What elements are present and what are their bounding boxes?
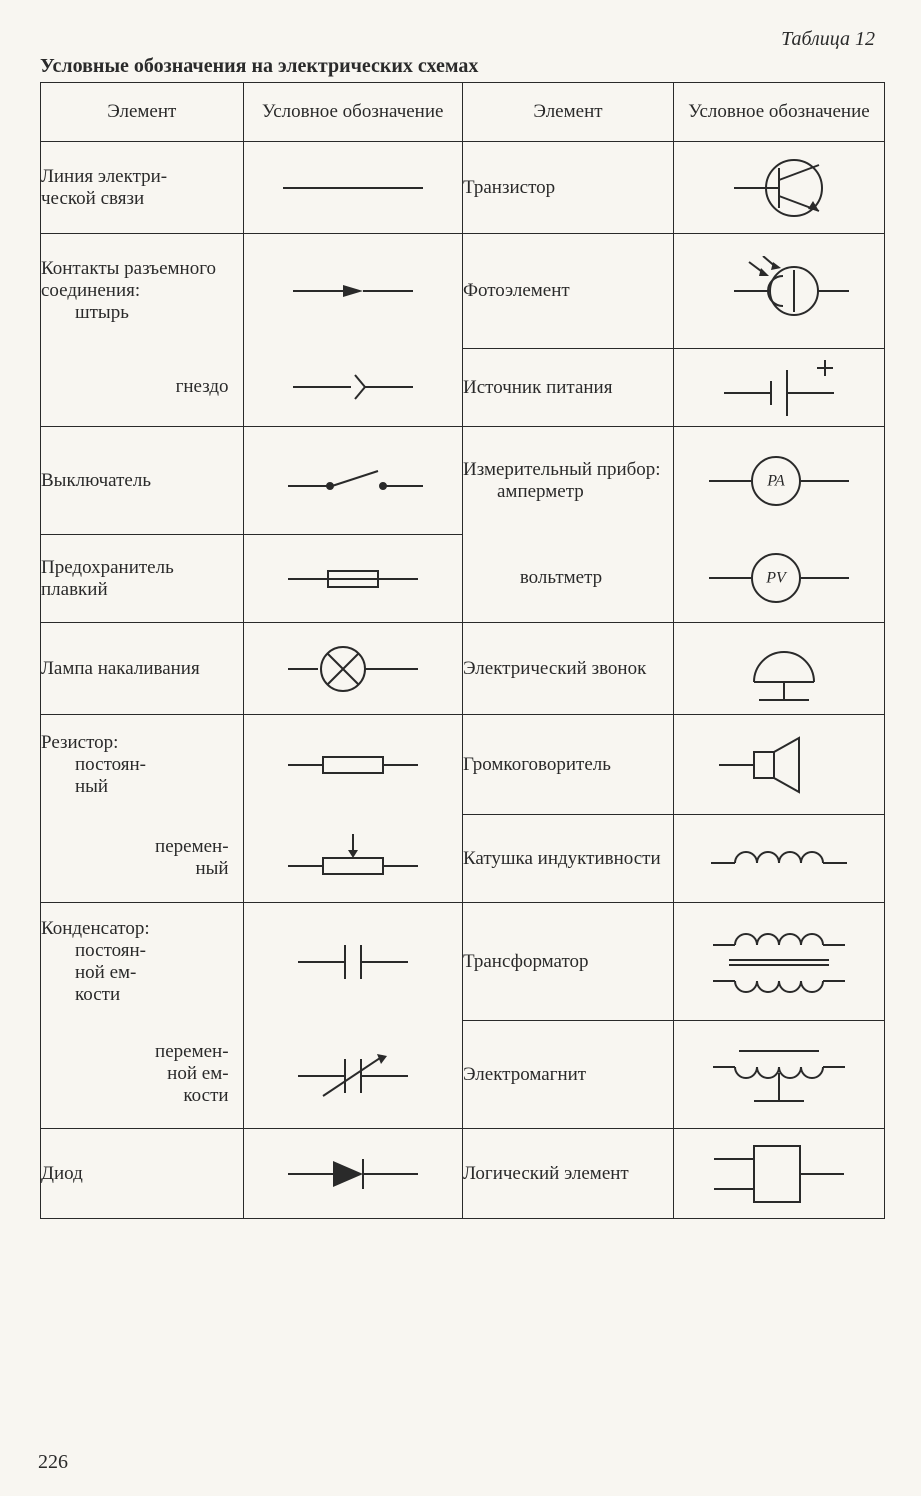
symbol-left	[243, 142, 462, 234]
symbol-right	[673, 903, 884, 1021]
symbol-left	[243, 815, 462, 903]
element-label-left: гнездо	[41, 349, 244, 427]
page: Таблица 12 Условные обозначения на элект…	[0, 0, 921, 1496]
element-label-left: Диод	[41, 1129, 244, 1219]
symbol-left	[243, 535, 462, 623]
page-number: 226	[38, 1451, 68, 1474]
element-label-left: Резистор:постоян-ный	[41, 715, 244, 815]
element-label-left: перемен- ный	[41, 815, 244, 903]
col-header-element-right: Элемент	[462, 83, 673, 142]
symbol-right	[673, 142, 884, 234]
symbol-right: PA	[673, 427, 884, 535]
symbol-left	[243, 427, 462, 535]
element-label-left: Лампа накаливания	[41, 623, 244, 715]
table-row: гнездо Источник питания	[41, 349, 885, 427]
element-label-right: Электромагнит	[462, 1021, 673, 1129]
symbol-right	[673, 623, 884, 715]
table-row: перемен- ный Катушка индуктивности	[41, 815, 885, 903]
table-row: Диод Логический элемент	[41, 1129, 885, 1219]
symbol-left	[243, 1129, 462, 1219]
element-label-left: Предохранитель плавкий	[41, 535, 244, 623]
symbol-left	[243, 349, 462, 427]
symbol-left	[243, 234, 462, 349]
element-label-left: Конденсатор:постоян-ной ем-кости	[41, 903, 244, 1021]
symbol-right	[673, 815, 884, 903]
col-header-element-left: Элемент	[41, 83, 244, 142]
svg-text:PV: PV	[765, 570, 788, 587]
table-row: Предохранитель плавкий вольтметр PV	[41, 535, 885, 623]
element-label-right: Измерительный прибор:амперметр	[462, 427, 673, 535]
symbol-left	[243, 903, 462, 1021]
table-row: Выключатель Измерительный прибор:ампермет…	[41, 427, 885, 535]
element-label-right: Фотоэлемент	[462, 234, 673, 349]
symbol-right	[673, 234, 884, 349]
element-label-right: вольтметр	[462, 535, 673, 623]
element-label-right: Транзистор	[462, 142, 673, 234]
symbol-right	[673, 715, 884, 815]
table-row: Линия электри- ческой связи Транзистор	[41, 142, 885, 234]
element-label-left: перемен- ной ем- кости	[41, 1021, 244, 1129]
table-row: Контакты разъемного соединения:штырь Фото…	[41, 234, 885, 349]
table-row: Резистор:постоян-ный Громкоговоритель	[41, 715, 885, 815]
symbol-left	[243, 623, 462, 715]
table-row: Лампа накаливания Электрический звонок	[41, 623, 885, 715]
symbol-right	[673, 349, 884, 427]
element-label-left: Контакты разъемного соединения:штырь	[41, 234, 244, 349]
symbol-right	[673, 1021, 884, 1129]
svg-text:PA: PA	[766, 472, 785, 489]
table-header-row: Элемент Условное обозначение Элемент Усл…	[41, 83, 885, 142]
col-header-symbol-left: Условное обозначение	[243, 83, 462, 142]
element-label-right: Электрический звонок	[462, 623, 673, 715]
table-row: перемен- ной ем- кости Электромагнит	[41, 1021, 885, 1129]
table-row: Конденсатор:постоян-ной ем-кости Трансфор…	[41, 903, 885, 1021]
element-label-left: Выключатель	[41, 427, 244, 535]
element-label-right: Логический элемент	[462, 1129, 673, 1219]
symbol-right: PV	[673, 535, 884, 623]
symbol-right	[673, 1129, 884, 1219]
element-label-right: Катушка индуктивности	[462, 815, 673, 903]
element-label-left: Линия электри- ческой связи	[41, 142, 244, 234]
element-label-right: Источник питания	[462, 349, 673, 427]
col-header-symbol-right: Условное обозначение	[673, 83, 884, 142]
symbol-left	[243, 715, 462, 815]
page-title: Условные обозначения на электрических сх…	[40, 55, 885, 78]
element-label-right: Громкоговоритель	[462, 715, 673, 815]
symbol-left	[243, 1021, 462, 1129]
table-number-label: Таблица 12	[40, 28, 885, 51]
element-label-right: Трансформатор	[462, 903, 673, 1021]
symbols-table: Элемент Условное обозначение Элемент Усл…	[40, 82, 885, 1219]
